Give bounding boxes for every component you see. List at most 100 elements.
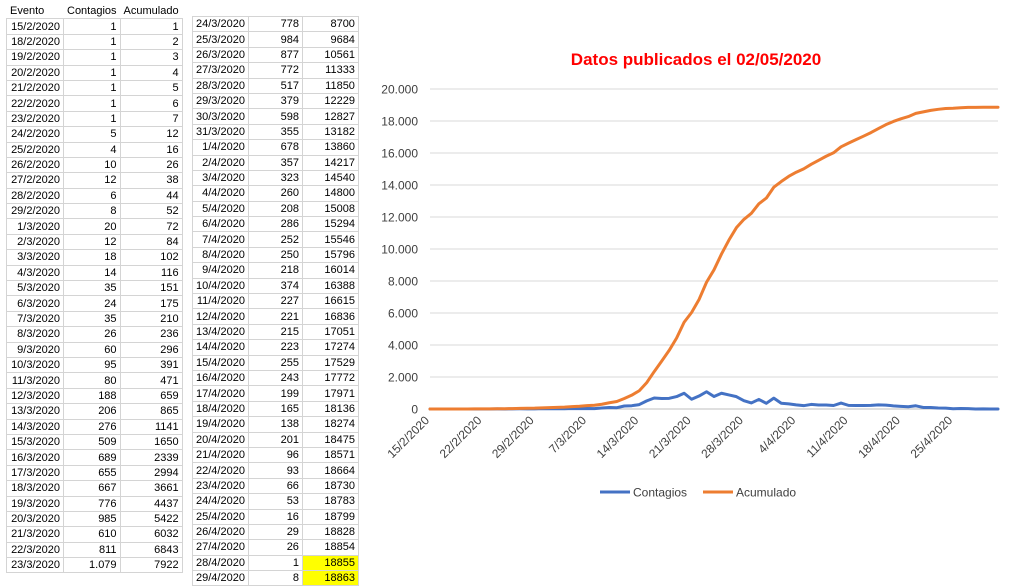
table-cell: 776 [63,495,121,512]
series-line-acumulado [428,105,1000,411]
table-row: 13/3/2020 206 865 [6,403,183,420]
table-cell: 5/3/2020 [6,280,64,297]
table-cell: 2339 [119,449,183,466]
table-cell: 18730 [301,477,359,495]
table-row: 11/4/2020 227 16615 [192,293,359,310]
table-cell: 1 [119,18,183,35]
table-cell: 4/3/2020 [6,264,64,282]
table-cell: 165 [247,400,303,418]
table-cell: 10/4/2020 [192,277,249,295]
chart-title: Datos publicados el 02/05/2020 [571,50,821,69]
table-cell: 9684 [301,31,359,48]
table-cell: 24/3/2020 [192,15,249,33]
table-row: 10/3/2020 95 391 [6,356,183,374]
table-cell: 3/3/2020 [6,249,64,266]
table-header-row: Evento Contagios Acumulado [6,2,183,20]
y-tick-label: 6.000 [388,307,418,321]
table-cell: 6843 [119,541,183,559]
table-row: 24/4/2020 53 18783 [192,493,359,510]
table-cell: 26 [63,326,121,343]
x-tick-label: 21/3/2020 [646,413,694,461]
table-row: 1/4/2020 678 13860 [192,139,359,156]
table-cell: 1 [63,49,121,66]
table-cell: 1 [247,554,303,572]
table-cell: 379 [247,92,303,110]
table-cell: 877 [247,46,303,64]
table-cell: 517 [247,77,303,94]
table-cell: 1 [63,110,121,128]
table-row: 8/4/2020 250 15796 [192,246,359,264]
table-row: 15/2/2020 1 1 [6,18,183,35]
y-tick-label: 16.000 [381,147,418,161]
table-row: 27/3/2020 772 11333 [192,62,359,79]
table-row: 6/4/2020 286 15294 [192,216,359,233]
table-row: 8/3/2020 26 236 [6,326,183,343]
table-cell: 2994 [119,464,183,482]
x-tick-label: 4/4/2020 [755,413,798,456]
table-cell: 16 [119,141,183,158]
table-cell: 15/2/2020 [6,18,64,35]
table-cell: 7/4/2020 [192,231,249,248]
table-row: 6/3/2020 24 175 [6,295,183,312]
table-cell: 116 [119,264,183,282]
table-cell: 6 [63,187,121,205]
table-row: 27/4/2020 26 18854 [192,539,359,556]
table-row: 14/3/2020 276 1141 [6,418,183,435]
table-cell: 22/4/2020 [192,462,249,479]
table-cell: 18863 [301,570,359,586]
table-cell: 14 [63,264,121,282]
table-cell: 772 [247,62,303,79]
table-cell: 199 [247,385,303,402]
x-tick-label: 15/2/2020 [384,413,432,461]
table-cell: 778 [247,15,303,33]
table-row: 26/3/2020 877 10561 [192,46,359,64]
table-cell: 24/4/2020 [192,493,249,510]
table-cell: 18571 [301,446,359,464]
table-cell: 13860 [301,139,359,156]
table-row: 5/3/2020 35 151 [6,280,183,297]
table-cell: 391 [119,356,183,374]
table-cell: 1141 [119,418,183,435]
table-cell: 8 [63,203,121,220]
table-row: 28/4/2020 1 18855 [192,554,359,572]
table-cell: 27/3/2020 [192,62,249,79]
table-cell: 9/3/2020 [6,341,64,358]
table-cell: 323 [247,169,303,187]
table-row: 27/2/2020 12 38 [6,172,183,189]
table-cell: 52 [119,203,183,220]
table-cell: 210 [119,310,183,328]
table-cell: 201 [247,431,303,448]
table-cell: 223 [247,339,303,356]
table-cell: 93 [247,462,303,479]
table-cell: 811 [63,541,121,559]
table-cell: 252 [247,231,303,248]
table-cell: 5 [63,126,121,143]
table-row: 25/4/2020 16 18799 [192,508,359,525]
table-cell: 21/2/2020 [6,79,64,97]
table-cell: 22/3/2020 [6,541,64,559]
table-cell: 27/4/2020 [192,539,249,556]
table-cell: 20/3/2020 [6,510,64,528]
table-cell: 5 [119,79,183,97]
table-cell: 16/3/2020 [6,449,64,466]
table-cell: 206 [63,403,121,420]
table-row: 12/3/2020 188 659 [6,387,183,405]
table-cell: 10 [63,156,121,174]
table-row: 3/3/2020 18 102 [6,249,183,266]
table-row: 28/2/2020 6 44 [6,187,183,205]
x-tick-label: 11/4/2020 [804,413,851,460]
table-row: 26/4/2020 29 18828 [192,523,359,541]
table-cell: 236 [119,326,183,343]
table-row: 24/3/2020 778 8700 [192,15,359,33]
table-cell: 29/3/2020 [192,92,249,110]
table-row: 2/4/2020 357 14217 [192,154,359,171]
table-row: 20/3/2020 985 5422 [6,510,183,528]
table-cell: 18855 [301,554,359,572]
table-row: 16/4/2020 243 17772 [192,369,359,387]
x-tick-label: 25/4/2020 [908,413,956,461]
table-cell: 1.079 [63,557,121,574]
table-row: 19/2/2020 1 3 [6,49,183,66]
series-line-contagios [428,390,1000,411]
column-header: Evento [6,2,64,20]
table-cell: 689 [63,449,121,466]
